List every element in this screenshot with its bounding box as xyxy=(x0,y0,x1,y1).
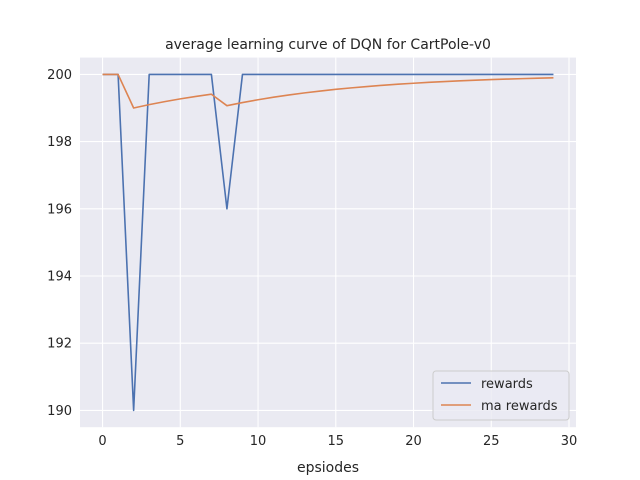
x-tick-label: 30 xyxy=(561,434,578,449)
x-tick-label: 0 xyxy=(98,434,106,449)
x-axis-ticks: 0 5 10 15 20 25 30 xyxy=(98,434,577,449)
x-tick-label: 10 xyxy=(250,434,267,449)
chart-title: average learning curve of DQN for CartPo… xyxy=(165,37,491,53)
y-axis-ticks: 190 192 194 196 198 200 xyxy=(47,68,72,419)
legend-label-ma-rewards: ma rewards xyxy=(481,399,558,414)
y-tick-label: 198 xyxy=(47,135,72,150)
series-lines xyxy=(102,73,554,412)
series-line-rewards xyxy=(102,73,554,412)
y-tick-label: 190 xyxy=(47,404,72,419)
x-tick-label: 15 xyxy=(328,434,345,449)
series-line-ma-rewards xyxy=(102,73,554,109)
legend-label-rewards: rewards xyxy=(481,377,533,392)
x-tick-label: 5 xyxy=(176,434,184,449)
y-tick-label: 192 xyxy=(47,337,72,352)
x-axis-label: epsiodes xyxy=(297,460,359,476)
x-tick-label: 20 xyxy=(405,434,422,449)
y-tick-label: 196 xyxy=(47,202,72,217)
legend: rewards ma rewards xyxy=(432,370,570,421)
x-tick-label: 25 xyxy=(483,434,500,449)
plot-area xyxy=(80,57,576,428)
y-tick-label: 200 xyxy=(47,68,72,83)
y-tick-label: 194 xyxy=(47,270,72,285)
grid-lines xyxy=(80,57,576,428)
